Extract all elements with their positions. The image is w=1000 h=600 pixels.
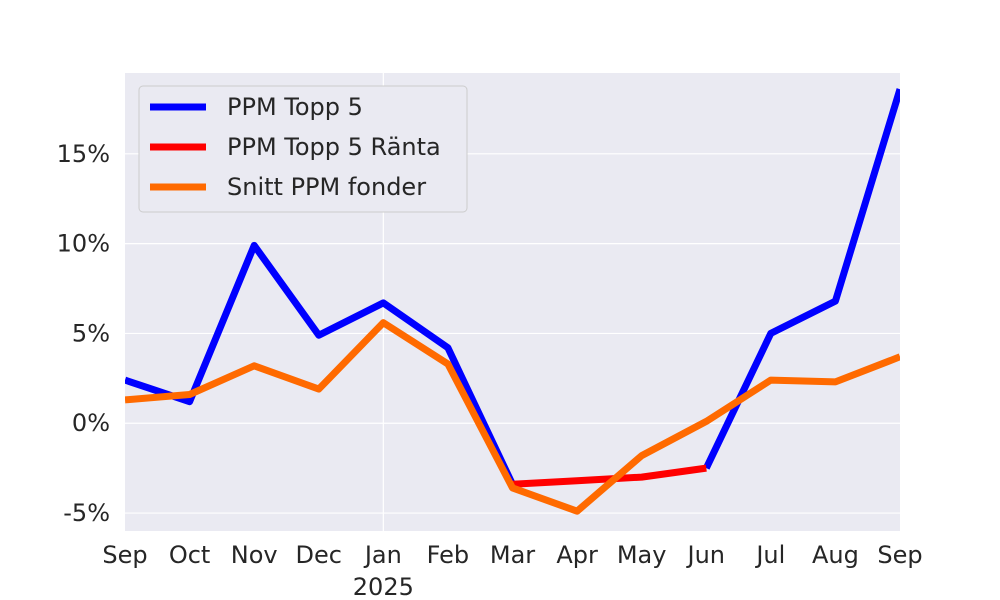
series-line-2: [125, 319, 900, 515]
y-tick-label: 5%: [72, 319, 110, 347]
y-tick-label: 10%: [57, 230, 110, 258]
x-tick-label: Sep: [877, 541, 922, 569]
x-tick-label: Feb: [427, 541, 470, 569]
x-tick-label: Mar: [490, 541, 535, 569]
x-tick-label: Aug: [812, 541, 859, 569]
x-tick-label: Sep: [102, 541, 147, 569]
y-axis-tick-labels: -5% 0% 5% 10% 15%: [57, 140, 110, 527]
legend-label: PPM Topp 5 Ränta: [227, 133, 441, 161]
series-line-0: [125, 241, 516, 486]
x-axis-tick-labels: Sep Oct Nov Dec Jan Feb Mar Apr May Jun Jul Aug Sep: [102, 541, 922, 569]
y-tick-label: 0%: [72, 409, 110, 437]
y-tick-label: -5%: [63, 499, 110, 527]
x-tick-label: Dec: [296, 541, 342, 569]
y-tick-label: 15%: [57, 140, 110, 168]
x-tick-label: Nov: [231, 541, 278, 569]
x-tick-label: May: [617, 541, 667, 569]
x-axis-year-label: 2025: [353, 573, 414, 600]
legend-label: Snitt PPM fonder: [227, 173, 426, 201]
x-tick-label: Jul: [754, 541, 785, 569]
series-lines: [125, 88, 900, 515]
x-tick-label: Jan: [363, 541, 402, 569]
x-tick-label: Oct: [169, 541, 211, 569]
x-tick-label: Apr: [556, 541, 598, 569]
x-tick-label: Jun: [686, 541, 726, 569]
legend-box: [138, 85, 468, 213]
legend-label: PPM Topp 5: [227, 93, 363, 121]
legend: PPM Topp 5 PPM Topp 5 Ränta Snitt PPM fond…: [138, 85, 468, 213]
